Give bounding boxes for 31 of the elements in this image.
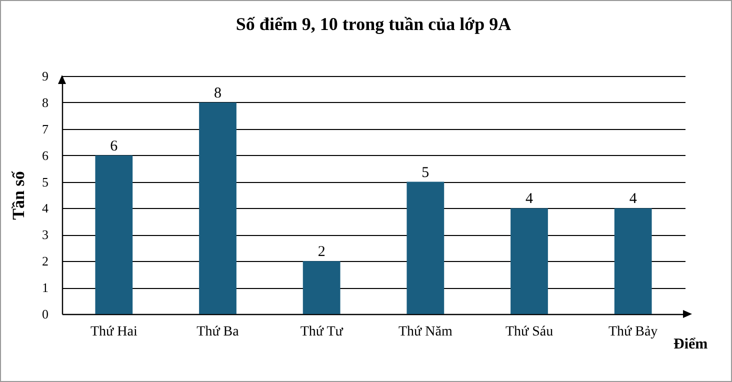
bar xyxy=(614,208,652,314)
x-tick-label: Thứ Hai xyxy=(90,324,138,340)
data-label: 6 xyxy=(110,138,118,154)
y-tick-label: 2 xyxy=(42,254,48,269)
y-tick-label: 7 xyxy=(42,121,49,136)
chart-title: Số điểm 9, 10 trong tuần của lớp 9A xyxy=(236,14,512,34)
y-tick-label: 5 xyxy=(42,174,48,190)
bar xyxy=(302,261,340,314)
x-tick-label: Thứ Tư xyxy=(300,324,344,340)
y-tick-label: 4 xyxy=(42,200,49,216)
y-tick-label: 0 xyxy=(42,306,48,322)
bar xyxy=(406,182,444,314)
y-axis-title: Tần số xyxy=(9,170,28,220)
x-tick-label: Thứ Sáu xyxy=(505,324,554,340)
x-axis-title: Điểm xyxy=(674,336,708,352)
bar xyxy=(95,155,133,314)
y-tick-label: 1 xyxy=(42,280,48,296)
data-label: 8 xyxy=(214,85,222,102)
x-tick-label: Thứ Ba xyxy=(196,324,240,340)
data-label: 2 xyxy=(318,244,326,260)
y-tick-label: 6 xyxy=(42,148,49,163)
y-tick-label: 3 xyxy=(42,227,48,242)
y-tick-label: 8 xyxy=(42,94,48,110)
data-label: 5 xyxy=(422,164,430,181)
data-label: 4 xyxy=(526,191,534,208)
x-tick-label: Thứ Bảy xyxy=(608,324,658,340)
data-label: 4 xyxy=(629,191,638,208)
bar xyxy=(510,208,548,314)
bar xyxy=(199,102,236,314)
x-tick-label: Thứ Năm xyxy=(398,324,452,340)
y-tick-label: 9 xyxy=(42,68,48,84)
